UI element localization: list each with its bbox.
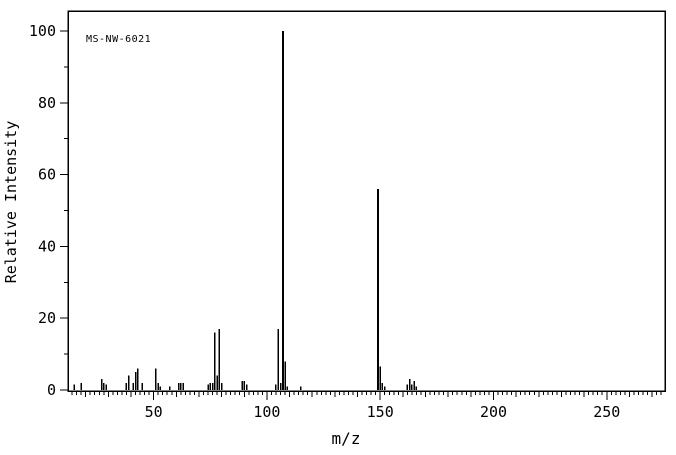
y-tick-label: 80: [38, 94, 56, 112]
y-tick-label: 100: [29, 22, 56, 40]
x-tick-label: 250: [593, 403, 620, 421]
spectrum-id-label: MS-NW-6021: [86, 34, 151, 45]
y-tick-label: 0: [47, 381, 56, 399]
x-axis-ticks: [71, 391, 662, 400]
x-tick-label: 150: [367, 403, 394, 421]
y-axis-ticks: [60, 30, 68, 391]
plot-border: [67, 10, 666, 392]
y-axis-tick-labels: 0 20 40 60 80 100: [29, 22, 56, 399]
x-tick-label: 200: [480, 403, 507, 421]
y-axis-title: Relative Intensity: [2, 121, 20, 284]
x-axis-title: m/z: [332, 429, 361, 448]
x-axis-tick-labels: 50 100 150 200 250: [145, 403, 621, 421]
y-tick-label: 60: [38, 166, 56, 184]
y-tick-label: 20: [38, 309, 56, 327]
y-tick-label: 40: [38, 237, 56, 255]
spectrum-peaks: [73, 31, 418, 390]
x-tick-label: 50: [145, 403, 163, 421]
x-tick-label: 100: [253, 403, 280, 421]
